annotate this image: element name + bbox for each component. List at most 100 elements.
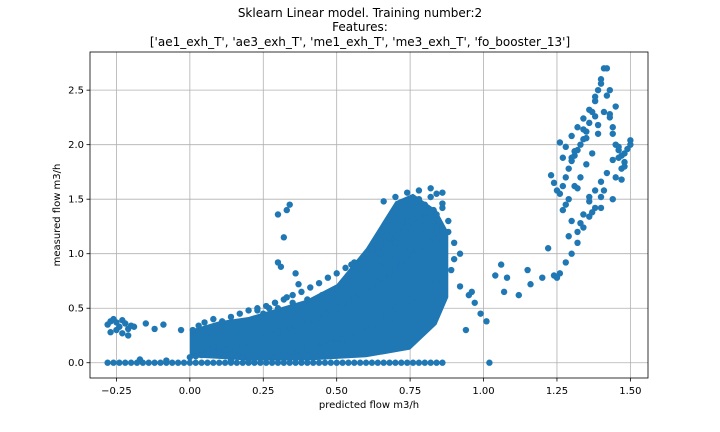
- data-point: [263, 359, 270, 366]
- data-point: [304, 318, 311, 325]
- data-point: [292, 359, 299, 366]
- data-point: [210, 343, 217, 350]
- data-point: [260, 315, 267, 323]
- data-point: [492, 272, 499, 279]
- data-point: [591, 113, 599, 120]
- data-point: [409, 212, 417, 219]
- data-point: [450, 239, 458, 247]
- x-tick-label: 0.25: [252, 386, 274, 397]
- x-tick-label: 1.25: [546, 386, 568, 397]
- data-point: [380, 274, 387, 281]
- data-point: [553, 274, 561, 281]
- data-point: [448, 266, 455, 274]
- data-point: [583, 161, 590, 168]
- data-point: [151, 359, 158, 366]
- data-point: [351, 294, 358, 301]
- data-point: [198, 359, 205, 366]
- data-point: [565, 195, 572, 203]
- data-point: [333, 285, 340, 292]
- data-point: [327, 339, 335, 347]
- data-point: [445, 217, 452, 225]
- data-point: [260, 310, 267, 317]
- data-point: [339, 301, 346, 309]
- data-point: [339, 336, 346, 344]
- data-point: [615, 154, 622, 161]
- data-point: [589, 209, 596, 216]
- data-point: [227, 345, 235, 352]
- data-point: [591, 93, 599, 100]
- data-point: [609, 130, 616, 137]
- data-point: [333, 359, 340, 366]
- data-point: [445, 228, 452, 236]
- data-point: [415, 359, 423, 366]
- data-point: [251, 359, 258, 366]
- data-point: [356, 290, 364, 298]
- data-point: [248, 318, 255, 325]
- data-point: [597, 193, 605, 201]
- data-point: [421, 287, 428, 294]
- data-point: [606, 86, 614, 94]
- data-point: [597, 204, 605, 212]
- data-point: [574, 228, 581, 236]
- chart-title-line-3: ['ae1_exh_T', 'ae3_exh_T', 'me1_exh_T', …: [149, 35, 571, 49]
- data-point: [380, 359, 387, 366]
- data-point: [594, 130, 602, 137]
- data-point: [433, 359, 440, 366]
- data-point: [374, 359, 382, 366]
- y-axis-label: measured flow m3/h: [52, 164, 63, 267]
- data-point: [562, 201, 569, 208]
- data-point: [574, 185, 581, 192]
- data-point: [107, 329, 114, 336]
- data-point: [380, 198, 387, 205]
- data-point: [321, 359, 329, 366]
- data-point: [239, 342, 246, 349]
- y-tick-label: 1.0: [68, 249, 84, 260]
- data-point: [345, 359, 352, 366]
- data-point: [245, 357, 252, 364]
- data-point: [577, 219, 584, 227]
- data-point: [274, 259, 282, 266]
- data-point: [374, 278, 382, 286]
- data-point: [327, 359, 335, 366]
- data-point: [174, 359, 182, 366]
- data-point: [580, 211, 587, 218]
- data-point: [307, 284, 314, 291]
- data-point: [433, 211, 440, 218]
- data-point: [421, 237, 428, 244]
- data-point: [160, 321, 167, 328]
- y-tick-label: 0.0: [68, 358, 84, 369]
- data-point: [421, 298, 428, 305]
- data-point: [198, 346, 205, 353]
- data-point: [403, 189, 411, 196]
- data-point: [145, 359, 152, 366]
- data-point: [462, 326, 470, 334]
- data-point: [377, 313, 384, 321]
- data-point: [406, 246, 414, 253]
- data-point: [503, 274, 511, 281]
- data-point: [580, 126, 587, 133]
- data-point: [597, 178, 605, 185]
- data-point: [286, 201, 293, 208]
- data-point: [456, 250, 464, 257]
- data-point: [403, 359, 411, 366]
- data-point: [333, 305, 340, 312]
- data-point: [594, 86, 602, 94]
- data-point: [392, 265, 399, 273]
- data-point: [456, 283, 464, 290]
- x-axis-ticks: −0.25 0.00 0.25 0.50 0.75 1.00 1.25 1.50: [101, 378, 642, 397]
- x-tick-label: 1.50: [619, 386, 641, 397]
- data-point: [406, 296, 414, 303]
- data-point: [192, 337, 199, 345]
- data-point: [368, 245, 376, 252]
- data-point: [274, 359, 282, 366]
- data-point: [218, 318, 226, 325]
- data-point: [603, 65, 611, 72]
- data-point: [565, 233, 572, 240]
- data-point: [600, 108, 608, 116]
- data-point: [524, 266, 531, 274]
- data-point: [348, 261, 355, 268]
- data-point: [591, 187, 599, 194]
- data-point: [421, 359, 428, 366]
- data-point: [333, 335, 340, 342]
